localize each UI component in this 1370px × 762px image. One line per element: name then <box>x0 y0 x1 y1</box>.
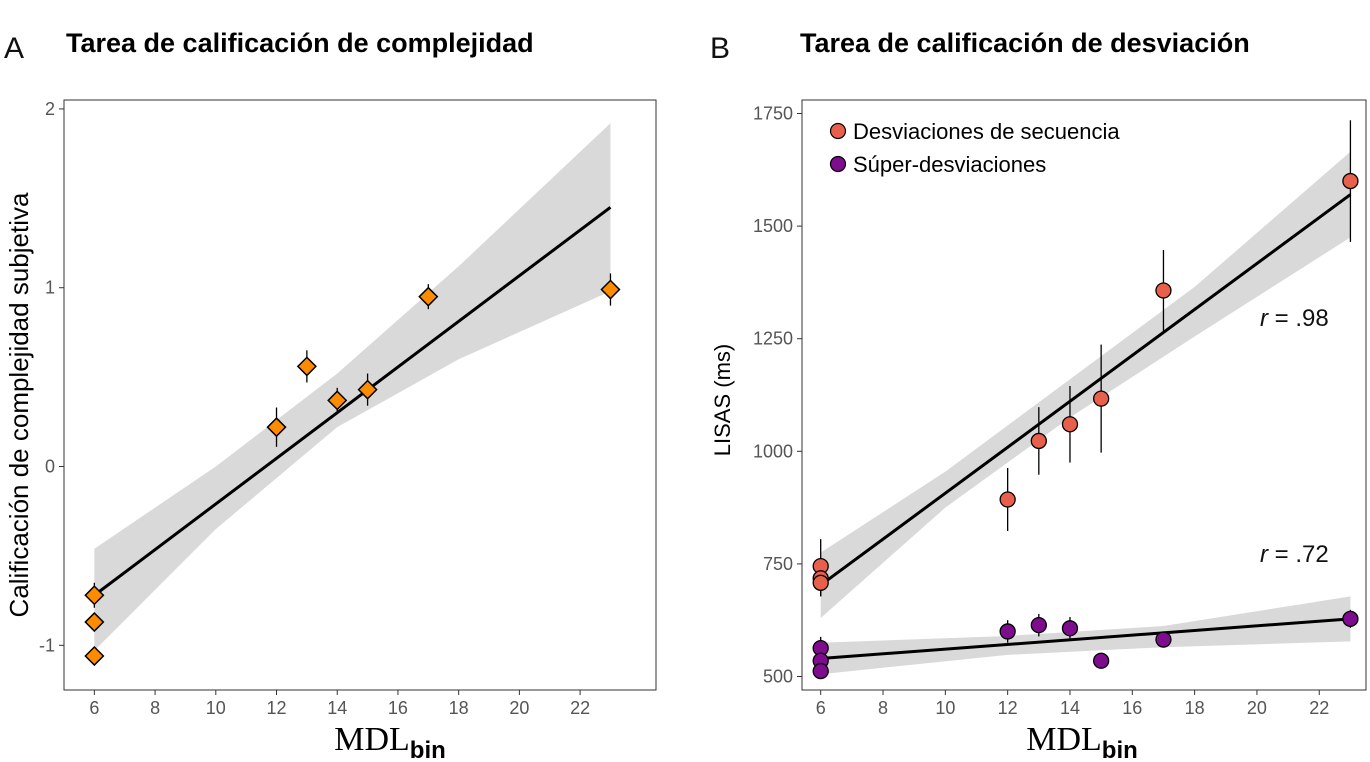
panel-a-data-point <box>357 379 378 400</box>
panel-b-x-tick-label: 20 <box>1247 698 1267 718</box>
panel-b-x-axis-title-main: MDL <box>1026 721 1102 758</box>
panel-a-title: Tarea de calificación de complejidad <box>66 28 534 58</box>
panel-b-x-axis-title-sub: bin <box>1102 737 1138 762</box>
panel-a-data-point <box>84 611 105 633</box>
panel-a-x-axis-title-main: MDL <box>334 721 410 758</box>
panel-a-x-axis-title: MDLbin <box>334 721 446 762</box>
panel-b-data-point <box>1061 620 1079 637</box>
panel-b-data-point <box>1061 416 1079 433</box>
legend-label-sequence: Desviaciones de secuencia <box>853 119 1120 144</box>
panel-a-y-tick-label: -1 <box>39 635 55 655</box>
legend-label-super: Súper-desviaciones <box>853 152 1046 177</box>
panel-b-x-tick-label: 22 <box>1309 698 1329 718</box>
panel-a-x-tick-label: 10 <box>206 698 226 718</box>
panel-a-fit-line-0 <box>93 206 612 597</box>
panel-b-y-tick-label: 1250 <box>753 329 793 349</box>
panel-a-letter: A <box>4 32 24 65</box>
panel-a-data-point <box>84 645 105 667</box>
panel-b-x-tick-label: 12 <box>998 698 1018 718</box>
panel-a-data-point <box>296 356 317 377</box>
legend-swatch-sequence <box>829 122 847 140</box>
panel-b-y-tick-label: 500 <box>763 666 793 686</box>
panel-b-y-tick-label: 1750 <box>753 104 793 124</box>
panel-a-data-point <box>600 279 621 300</box>
panel-a-x-tick-label: 22 <box>570 698 590 718</box>
panel-b-data-point <box>1342 172 1359 190</box>
panel-a-x-axis-title-sub: bin <box>410 737 446 762</box>
panel-a-plot-frame <box>63 99 657 691</box>
panel-a-data-point <box>327 390 348 411</box>
panel-b-confidence-band-1 <box>820 596 1351 675</box>
panel-b-y-tick-label: 1500 <box>753 216 793 236</box>
panel-a-x-tick-label: 18 <box>449 698 469 718</box>
panel-a-data-point <box>266 417 287 438</box>
annotation-r-super: r = .72 <box>1260 541 1329 568</box>
panel-b-data-point <box>1030 616 1047 634</box>
panel-b-data-point <box>999 491 1016 508</box>
panel-b-data-point <box>812 574 829 591</box>
panel-b-data-point <box>1155 282 1172 299</box>
panel-a-x-tick-label: 16 <box>388 698 408 718</box>
panel-b-data-point <box>999 623 1016 640</box>
panel-b-x-tick-label: 8 <box>878 698 888 718</box>
panel-b-data-point <box>1092 390 1110 407</box>
panel-b-y-tick-label: 1000 <box>753 441 793 461</box>
panel-b-letter: B <box>710 32 730 65</box>
panel-b-y-axis-title: LISAS (ms) <box>710 344 735 456</box>
panel-b-x-tick-label: 10 <box>935 698 955 718</box>
panel-a-x-tick-label: 20 <box>509 698 529 718</box>
panel-a-y-tick-label: 1 <box>45 278 55 298</box>
panel-a-confidence-band-0 <box>94 123 611 651</box>
panel-a-data-point <box>418 286 439 307</box>
panel-b-x-tick-label: 18 <box>1185 698 1205 718</box>
panel-b-data-point <box>812 662 829 680</box>
panel-a-x-tick-label: 6 <box>89 698 99 718</box>
legend-swatch-super <box>829 155 847 173</box>
annotation-r-sequence: r = .98 <box>1260 305 1329 332</box>
panel-a-y-tick-label: 2 <box>45 99 55 119</box>
panel-b-title: Tarea de calificación de desviación <box>800 28 1250 58</box>
panel-a-x-tick-label: 8 <box>150 698 160 718</box>
panel-b-data-point <box>1092 652 1110 669</box>
panel-b-x-axis-title: MDLbin <box>1026 721 1138 762</box>
panel-b-data-point <box>1342 610 1359 627</box>
panel-b-data-point <box>1155 631 1172 648</box>
panel-a-y-tick-label: 0 <box>45 457 55 477</box>
panel-b-y-tick-label: 750 <box>763 554 793 574</box>
panel-b-x-tick-label: 16 <box>1122 698 1142 718</box>
panel-b-plot-frame <box>801 99 1367 691</box>
panel-b-data-point <box>1030 432 1047 450</box>
panel-b-x-tick-label: 6 <box>816 698 826 718</box>
panel-b-fit-line-0 <box>819 193 1352 587</box>
panel-b-confidence-band-0 <box>820 151 1351 618</box>
panel-b-x-tick-label: 14 <box>1060 698 1080 718</box>
panel-a-y-axis-title: Calificación de complejidad subjetiva <box>4 192 34 617</box>
panel-a-data-point <box>84 585 105 606</box>
panel-a-x-tick-label: 12 <box>266 698 286 718</box>
panel-a-x-tick-label: 14 <box>327 698 347 718</box>
panel-b-fit-line-1 <box>820 617 1351 660</box>
